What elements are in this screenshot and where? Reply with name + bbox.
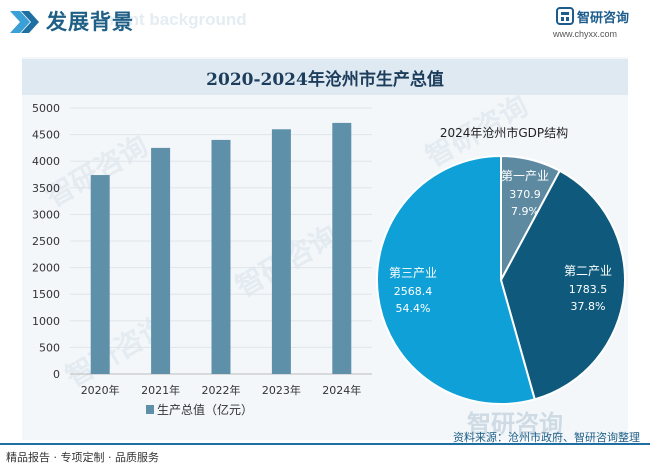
- chart-title-band: 2020-2024年沧州市生产总值: [22, 59, 628, 95]
- y-tick-label: 3000: [32, 208, 60, 221]
- pie-title: 2024年沧州市GDP结构: [440, 125, 568, 140]
- slice-value: 2568.4: [394, 285, 433, 298]
- page-footer: 资料来源：沧州市政府、智研咨询整理 精品报告 · 专项定制 · 品质服务: [0, 431, 650, 467]
- source-note: 资料来源：沧州市政府、智研咨询整理: [453, 431, 640, 444]
- x-tick-label: 2024年: [322, 383, 361, 397]
- chart-title: 2020-2024年沧州市生产总值: [206, 70, 444, 90]
- slice-label: 第三产业: [389, 266, 437, 280]
- bar: [211, 139, 231, 374]
- x-tick-label: 2022年: [202, 383, 241, 397]
- legend-swatch: [146, 405, 154, 414]
- site-url: www.chyxx.com: [553, 29, 618, 39]
- y-tick-label: 3500: [32, 182, 60, 195]
- pie-slice: [376, 154, 536, 405]
- page-header: ment background 发展背景 智研咨询 www.chyxx.com: [0, 0, 650, 44]
- pie-slice: [499, 169, 626, 401]
- y-tick-label: 4500: [32, 129, 60, 142]
- slice-percent: 37.8%: [571, 300, 606, 313]
- y-tick-label: 2000: [32, 262, 60, 275]
- slice-label: 第二产业: [564, 264, 612, 278]
- slice-percent: 7.9%: [511, 205, 539, 218]
- bar: [271, 129, 291, 374]
- brand-logo: 智研咨询: [556, 7, 636, 27]
- legend-label: 生产总值（亿元）: [157, 402, 253, 417]
- x-tick-label: 2020年: [81, 383, 120, 397]
- bar: [332, 122, 352, 375]
- slice-label: 第一产业: [501, 169, 549, 183]
- y-tick-label: 4000: [32, 155, 60, 168]
- logo-mark-icon: [556, 7, 574, 25]
- slice-value: 1783.5: [569, 283, 608, 296]
- bottom-watermark: 智研咨询: [467, 410, 563, 438]
- slice-value: 370.9: [509, 188, 541, 201]
- y-tick-label: 5000: [32, 102, 60, 115]
- header-ghost-text: ment background: [104, 10, 247, 29]
- y-tick-label: 2500: [32, 235, 60, 248]
- y-tick-label: 0: [53, 368, 60, 381]
- x-tick-label: 2023年: [262, 383, 301, 397]
- x-tick-label: 2021年: [141, 383, 180, 397]
- slice-percent: 54.4%: [396, 302, 431, 315]
- bar: [90, 175, 110, 374]
- y-tick-label: 1500: [32, 288, 60, 301]
- logo-text: 智研咨询: [577, 11, 630, 26]
- footer-slogan: 精品报告 · 专项定制 · 品质服务: [6, 451, 159, 464]
- section-title: 发展背景: [46, 10, 134, 34]
- bar: [151, 147, 171, 374]
- y-tick-label: 500: [39, 341, 60, 354]
- double-chevron-icon: [10, 11, 39, 33]
- bar-chart: 0 500 1000 1500 2000 2500 3000 3500 4000 4500 5000…: [32, 102, 372, 417]
- y-tick-label: 1000: [32, 315, 60, 328]
